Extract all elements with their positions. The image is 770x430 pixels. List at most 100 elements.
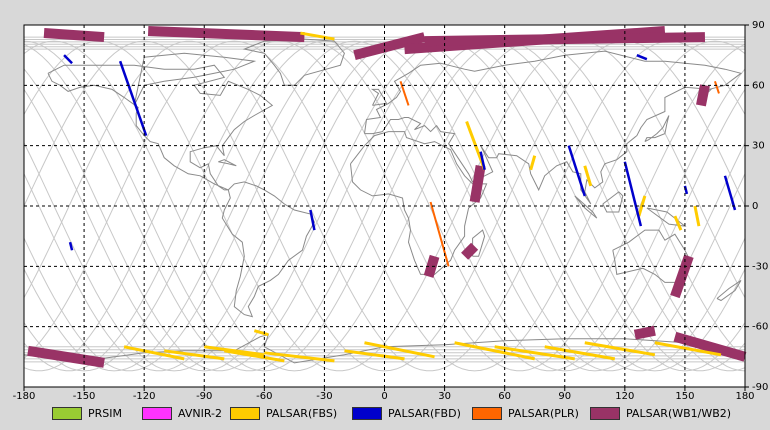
x-tick-label: 180 [735, 391, 754, 402]
swath-fbs [224, 349, 285, 363]
x-tick-label: -120 [133, 391, 156, 402]
x-tick-label: 0 [381, 391, 387, 402]
swath-wb [673, 331, 747, 362]
swath-fbd [68, 241, 74, 251]
y-tick-label: -60 [752, 322, 768, 333]
legend-item-palsar-fbs: PALSAR(FBS) [230, 405, 337, 421]
orbit-track [23, 40, 746, 372]
orbit-track [23, 40, 746, 372]
swath-fbs [253, 329, 269, 337]
swath-plr [714, 80, 720, 94]
legend-label: AVNIR-2 [178, 406, 222, 420]
x-tick-label: 60 [498, 391, 511, 402]
swath-fbs [637, 195, 647, 217]
swath-wb [696, 84, 710, 107]
swath-fbd [636, 54, 648, 61]
coastline [472, 229, 486, 257]
legend-label: PRSIM [88, 406, 122, 420]
swath-fbs [123, 345, 185, 361]
y-tick-label: 0 [752, 201, 758, 212]
x-tick-label: -90 [196, 391, 212, 402]
coastline [133, 52, 257, 106]
y-tick-label: 60 [752, 80, 765, 91]
legend-label: PALSAR(PLR) [508, 406, 579, 420]
legend-swatch [352, 406, 382, 420]
swath-fbs [163, 349, 225, 361]
y-tick-label: -90 [752, 382, 768, 393]
x-tick-label: 120 [615, 391, 634, 402]
x-tick-label: 30 [438, 391, 451, 402]
swath-fbs [529, 155, 537, 171]
swath-fbs [364, 341, 435, 359]
legend: PRSIM AVNIR-2 PALSAR(FBS) PALSAR(FBD) PA… [0, 400, 770, 426]
swath-fbd [567, 145, 586, 197]
swath-wb [469, 164, 486, 203]
orbit-track [23, 40, 746, 372]
swath-fbs [584, 341, 656, 357]
x-tick-label: 150 [675, 391, 694, 402]
swath-wb [461, 242, 479, 260]
coastline [646, 207, 687, 227]
swath-fbd [118, 60, 148, 137]
swath-wb [147, 26, 305, 43]
coastline [370, 88, 388, 106]
legend-item-palsar-plr: PALSAR(PLR) [472, 405, 579, 421]
swath-fbd [479, 151, 486, 171]
coastline [218, 159, 237, 167]
swath-wb [423, 254, 440, 278]
legend-swatch [590, 406, 620, 420]
legend-item-palsar-wb: PALSAR(WB1/WB2) [590, 405, 731, 421]
coastline [242, 38, 345, 86]
coastline [574, 195, 598, 219]
swath-fbd [623, 161, 643, 227]
swath-fbd [63, 54, 73, 65]
x-tick-label: -150 [73, 391, 96, 402]
swath-fbs [344, 349, 405, 361]
swath-layer [27, 26, 747, 368]
legend-swatch [142, 406, 172, 420]
swath-plr [399, 80, 410, 106]
swath-fbs [583, 165, 593, 187]
swath-fbs [204, 345, 265, 357]
legend-item-prism: PRSIM [52, 405, 122, 421]
y-tick-label: -30 [752, 261, 768, 272]
legend-item-avnir2: AVNIR-2 [142, 405, 222, 421]
swath-fbs [300, 31, 335, 41]
x-tick-label: -60 [256, 391, 272, 402]
coastline [644, 115, 670, 143]
swath-wb [43, 28, 105, 43]
swath-wb [633, 325, 656, 340]
x-tick-label: -30 [316, 391, 332, 402]
coastline [602, 191, 624, 213]
coastline [716, 279, 742, 302]
swath-wb [353, 32, 426, 61]
axis-ticks: -180 -150 -120 -90 -60 -30 0 30 60 90 120 150 180 90 6… [13, 20, 769, 402]
coastline [350, 131, 488, 275]
swath-fbs [693, 205, 701, 227]
x-tick-label: -180 [13, 391, 36, 402]
legend-swatch [472, 406, 502, 420]
legend-label: PALSAR(WB1/WB2) [626, 406, 732, 420]
y-tick-label: 90 [752, 20, 765, 31]
swath-wb [670, 254, 694, 299]
legend-swatch [230, 406, 260, 420]
swath-fbs [673, 215, 683, 231]
swath-fbd [723, 175, 737, 211]
coastline [364, 50, 743, 205]
swath-fbs [264, 351, 335, 363]
swath-fbd [309, 209, 316, 231]
legend-swatch [52, 406, 82, 420]
swath-fbs [454, 341, 536, 361]
y-tick-label: 30 [752, 141, 765, 152]
legend-label: PALSAR(FBD) [388, 406, 461, 420]
swath-fbs [494, 345, 575, 361]
swath-plr [429, 201, 450, 267]
swath-wb [27, 345, 105, 368]
legend-label: PALSAR(FBS) [266, 406, 338, 420]
legend-item-palsar-fbd: PALSAR(FBD) [352, 405, 461, 421]
x-tick-label: 90 [558, 391, 571, 402]
swath-fbs [654, 341, 722, 357]
swath-fbs [544, 345, 616, 361]
